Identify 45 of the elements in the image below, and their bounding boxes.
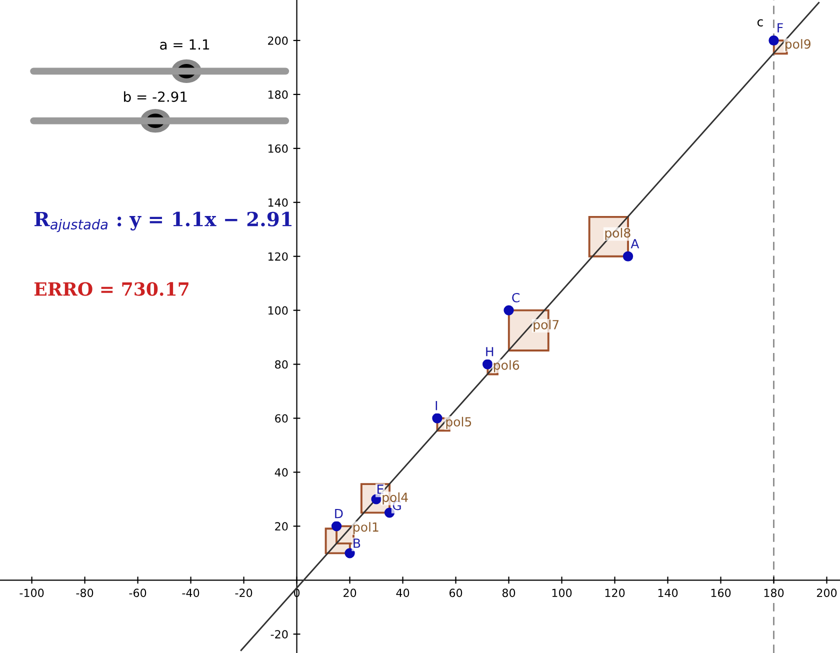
annotation: pol7 [534, 320, 559, 332]
annotation: ERRO = 730.17 [34, 282, 188, 296]
y-tick-label: 60 [275, 414, 288, 423]
x-tick-label: -100 [20, 588, 44, 598]
annotation: C [512, 292, 520, 302]
y-tick-label: 200 [268, 36, 288, 45]
y-tick-label: 100 [268, 306, 288, 315]
annotation: E [378, 484, 384, 494]
x-tick-label: 180 [764, 588, 784, 598]
x-tick-label: -20 [235, 588, 252, 598]
x-tick-label: 140 [658, 588, 678, 598]
y-tick-label: 80 [275, 360, 288, 369]
x-tick-label: -60 [129, 588, 146, 598]
x-tick-label: 80 [502, 588, 516, 598]
annotation: pol8 [605, 228, 630, 240]
x-tick-label: 160 [711, 588, 731, 598]
y-tick-label: 20 [275, 522, 288, 531]
x-tick-label: 20 [344, 588, 356, 598]
x-tick-label: -80 [76, 588, 94, 598]
x-tick-label: 100 [552, 588, 572, 598]
annotation: B [354, 538, 360, 548]
annotation: A [630, 239, 640, 248]
annotation: pol6 [494, 360, 520, 372]
y-tick-label: 40 [274, 468, 288, 477]
annotation: pol1 [354, 522, 378, 534]
annotation: I [436, 401, 438, 410]
y-tick-label: -20 [270, 630, 288, 638]
annotation: R$_{ajustada}$ : y = 1.1x − 2.91 [34, 212, 292, 232]
annotation: D [335, 508, 343, 518]
x-tick-label: 40 [396, 588, 410, 598]
y-tick-label: 160 [268, 144, 288, 153]
annotation: c [757, 19, 763, 26]
x-tick-label: 200 [816, 588, 837, 598]
y-tick-label: 120 [268, 252, 288, 261]
y-tick-label: 140 [268, 198, 288, 207]
annotation: pol9 [785, 39, 810, 52]
x-tick-label: -40 [182, 588, 200, 598]
annotation: pol5 [446, 416, 472, 429]
annotation: b = -2.91 [124, 91, 187, 102]
x-tick-label: 120 [605, 588, 625, 598]
x-tick-label: 60 [449, 588, 462, 598]
annotation: a = 1.1 [160, 39, 210, 50]
annotation: H [486, 347, 494, 356]
y-tick-label: 180 [268, 90, 288, 99]
annotation: F [778, 23, 783, 32]
